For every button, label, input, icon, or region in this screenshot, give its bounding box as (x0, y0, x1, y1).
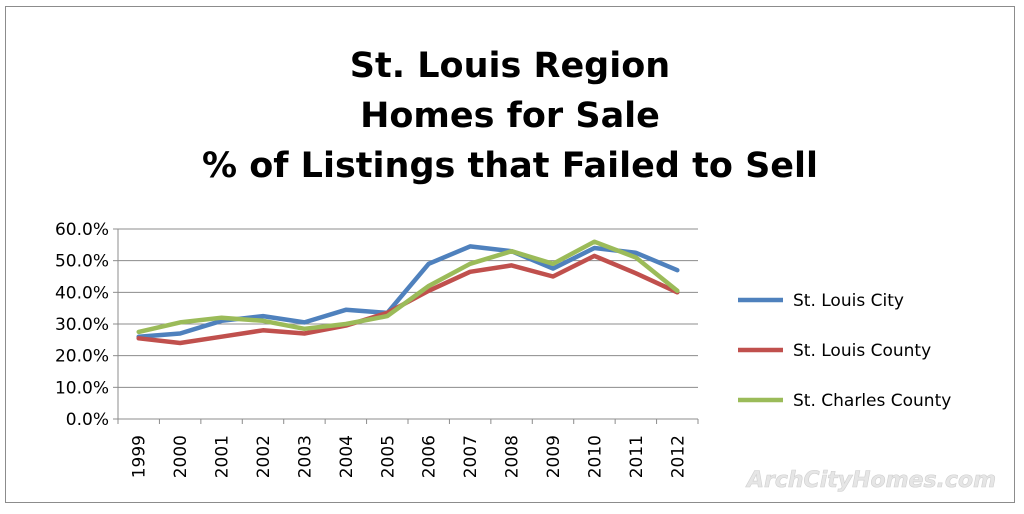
x-tick-label: 2008 (503, 435, 523, 478)
chart-title-line-3: % of Listings that Failed to Sell (202, 146, 818, 186)
series-line-2 (136, 239, 680, 335)
y-tick-label: 10.0% (55, 378, 109, 398)
x-tick-label: 2006 (420, 435, 440, 478)
chart-frame (5, 6, 1015, 503)
watermark-text: ArchCityHomes.com (745, 468, 996, 493)
y-tick-label: 50.0% (55, 252, 109, 272)
x-tick-label: 2003 (295, 435, 315, 478)
y-axis: 0.0% 10.0% 20.0% 30.0% 40.0% 50.0% 60.0% (55, 220, 119, 430)
y-tick-label: 0.0% (66, 410, 109, 430)
x-tick-label: 2004 (337, 435, 357, 478)
y-tick-label: 20.0% (55, 347, 109, 367)
chart-title-line-1: St. Louis Region (350, 46, 670, 86)
x-tick-label: 2001 (213, 435, 233, 478)
legend-label: St. Charles County (793, 391, 951, 411)
y-tick-label: 60.0% (55, 220, 109, 240)
x-tick-label: 2002 (254, 435, 274, 478)
y-tick-label: 40.0% (55, 283, 109, 303)
x-axis: 1999 2000 2001 2002 2003 2004 2005 2006 2007 2008… (117, 418, 699, 478)
x-tick-label: 1999 (130, 435, 150, 478)
legend-label: St. Louis City (793, 291, 904, 311)
x-tick-label: 2007 (461, 435, 481, 478)
legend: St. Louis City St. Louis County St. Charle… (738, 291, 951, 411)
x-tick-label: 2005 (378, 435, 398, 478)
chart-title: St. Louis Region Homes for Sale % of Lis… (202, 46, 818, 186)
y-tick-label: 30.0% (55, 315, 109, 335)
series-line-0 (136, 244, 680, 339)
legend-label: St. Louis County (793, 341, 931, 361)
x-tick-label: 2000 (171, 435, 191, 478)
chart-title-line-2: Homes for Sale (360, 96, 660, 136)
x-tick-label: 2011 (627, 435, 647, 478)
x-tick-label: 2010 (585, 435, 605, 478)
series-lines (136, 239, 680, 346)
x-tick-label: 2012 (668, 435, 688, 478)
x-tick-label: 2009 (544, 435, 564, 478)
